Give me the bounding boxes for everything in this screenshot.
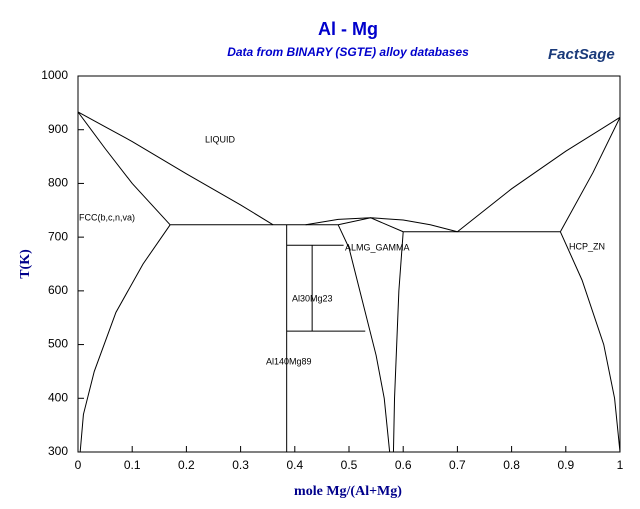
y-tick-label: 700	[48, 229, 68, 243]
phase-label: LIQUID	[205, 134, 236, 144]
phase-boundary	[337, 224, 391, 453]
x-tick-label: 0.3	[232, 458, 249, 472]
y-tick-label: 400	[48, 390, 68, 404]
chart-subtitle: Data from BINARY (SGTE) alloy databases	[227, 45, 469, 59]
y-tick-label: 900	[48, 122, 68, 136]
x-tick-label: 0.1	[124, 458, 141, 472]
phase-boundary	[457, 116, 621, 233]
phase-boundary	[305, 217, 458, 233]
x-tick-label: 0.5	[341, 458, 358, 472]
x-axis-label: mole Mg/(Al+Mg)	[294, 484, 402, 499]
plot-frame	[77, 75, 621, 453]
phase-boundary	[77, 111, 171, 226]
x-tick-label: 0.2	[178, 458, 195, 472]
y-axis-label: T(K)	[18, 249, 33, 279]
y-tick-label: 600	[48, 283, 68, 297]
phase-boundary	[559, 231, 621, 453]
x-tick-label: 0.6	[395, 458, 412, 472]
x-tick-label: 0.9	[557, 458, 574, 472]
y-tick-label: 1000	[41, 68, 68, 82]
y-tick-label: 500	[48, 337, 68, 351]
phase-boundary	[559, 117, 621, 233]
phase-label: ALMG_GAMMA	[345, 242, 410, 252]
phase-label: Al30Mg23	[292, 293, 333, 303]
phase-boundary	[77, 111, 274, 226]
x-tick-label: 0	[75, 458, 82, 472]
x-tick-label: 1	[617, 458, 624, 472]
phase-label: Al140Mg89	[266, 356, 312, 366]
x-tick-label: 0.8	[503, 458, 520, 472]
x-tick-label: 0.4	[286, 458, 303, 472]
logo: FactSage	[548, 46, 615, 63]
phase-boundary	[79, 224, 171, 453]
y-tick-label: 300	[48, 444, 68, 458]
phase-label: HCP_ZN	[569, 241, 605, 251]
phase-boundary	[392, 231, 404, 453]
phase-label: FCC(b,c,n,va)	[79, 212, 135, 222]
phase-boundary	[338, 217, 404, 233]
y-tick-label: 800	[48, 176, 68, 190]
x-tick-label: 0.7	[449, 458, 466, 472]
chart-title: Al - Mg	[318, 19, 378, 39]
